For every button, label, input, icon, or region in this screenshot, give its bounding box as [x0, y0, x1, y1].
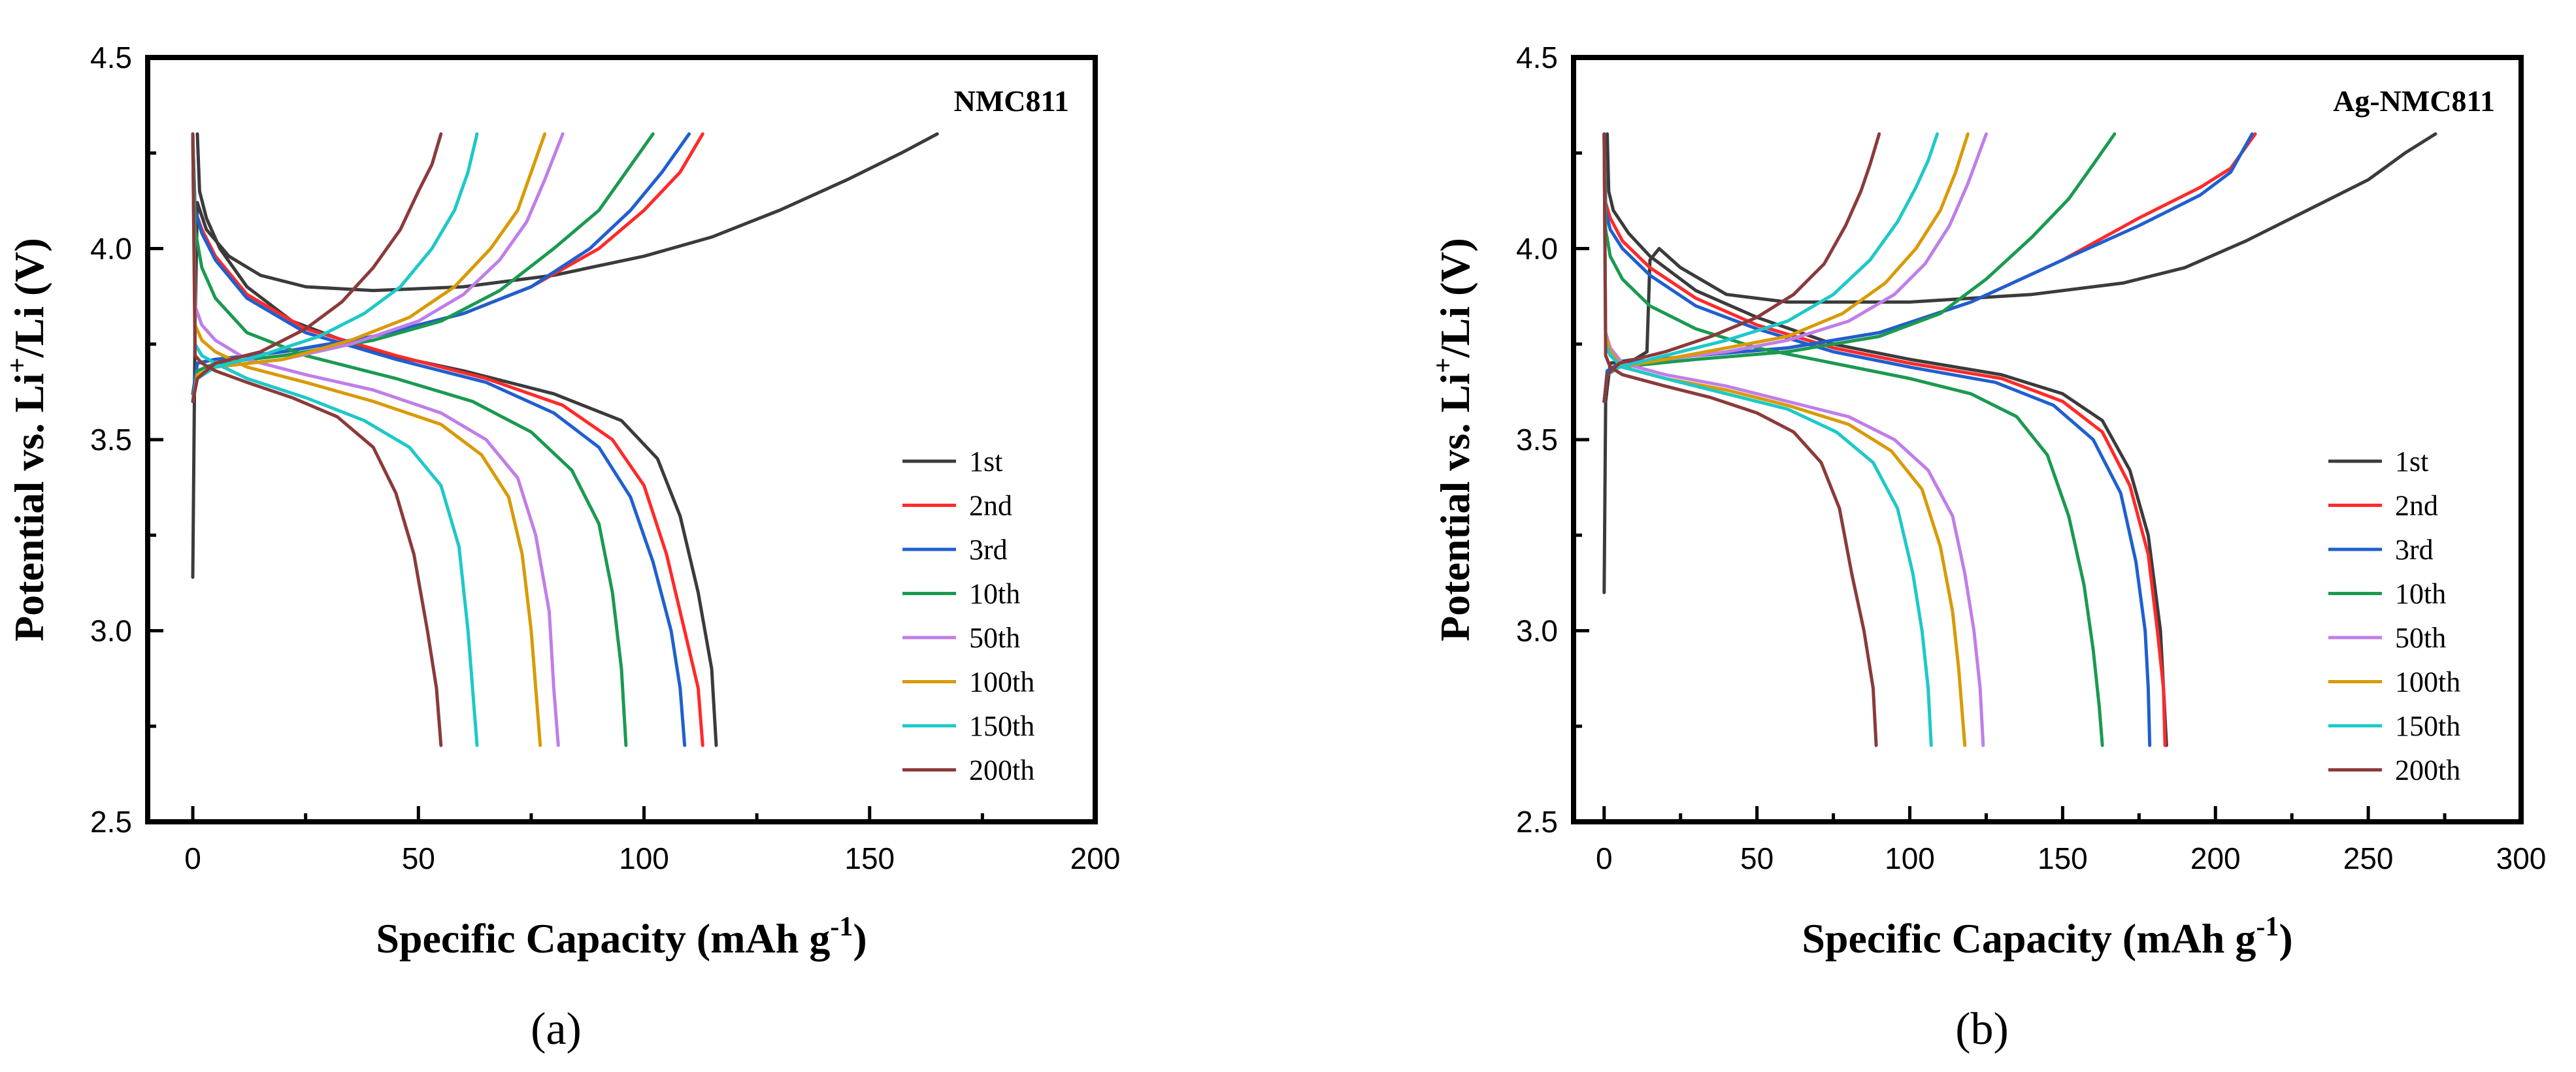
y-tick-label: 3.5	[1516, 423, 1558, 457]
x-tick-label: 100	[1885, 841, 1935, 875]
x-tick-label: 200	[1070, 841, 1121, 875]
legend-label-200th: 200th	[969, 755, 1034, 787]
x-tick-label: 250	[2343, 841, 2394, 875]
legend-label-100th: 100th	[969, 666, 1034, 698]
panel-caption: (a)	[531, 1004, 582, 1054]
series-150th-charge-line	[191, 132, 479, 403]
y-tick-label: 4.0	[90, 232, 132, 266]
y-tick-label: 4.5	[1516, 41, 1558, 74]
series-3rd-discharge-line	[191, 132, 687, 747]
y-tick-label: 3.0	[1516, 614, 1558, 648]
y-tick-label: 2.5	[1516, 805, 1558, 839]
y-tick-label: 3.0	[90, 614, 132, 648]
legend-label-50th: 50th	[2395, 622, 2446, 654]
x-tick-label: 50	[1740, 841, 1774, 875]
series-10th-discharge-line	[1602, 132, 2104, 747]
legend: 1st 2nd 3rd 10th 50th 100th 150th 200th	[902, 446, 1034, 787]
x-tick-label: 150	[2038, 841, 2088, 875]
series-1st-charge-line	[191, 132, 939, 579]
series-3rd-discharge-line	[1602, 132, 2152, 747]
x-tick-label: 0	[1596, 841, 1613, 875]
series-100th-discharge-line	[1602, 132, 1967, 747]
x-tick-label: 100	[619, 841, 669, 875]
series-200th-discharge-line	[191, 132, 443, 747]
x-axis-title: Specific Capacity (mAh g-1)	[1802, 912, 2292, 962]
series-2nd-discharge-line	[1602, 132, 2167, 747]
x-tick-label: 150	[844, 841, 895, 875]
chart-panel-1: 0 50 100 150 200 2.5 3.0 3.5 4.0 4.5 NMC811 Specifi…	[3, 41, 1120, 1054]
series-2nd-discharge-line	[191, 132, 704, 747]
legend-label-3rd: 3rd	[2395, 534, 2434, 566]
series-150th-charge-line	[1602, 132, 1940, 403]
series-100th-discharge-line	[191, 132, 542, 747]
panel-label: Ag-NMC811	[2333, 84, 2495, 118]
y-tick-label: 4.5	[90, 41, 132, 74]
series-10th-discharge-line	[191, 132, 628, 747]
y-tick-label: 2.5	[90, 805, 132, 839]
legend-label-150th: 150th	[2395, 710, 2460, 742]
x-axis-title: Specific Capacity (mAh g-1)	[376, 912, 867, 962]
legend-label-3rd: 3rd	[969, 534, 1008, 566]
series-50th-discharge-line	[1602, 132, 1985, 747]
y-tick-label: 3.5	[90, 423, 132, 457]
x-tick-label: 200	[2190, 841, 2241, 875]
series-150th-discharge-line	[191, 132, 479, 747]
series-200th-discharge-line	[1602, 132, 1878, 747]
series-50th-discharge-line	[191, 132, 560, 747]
series-150th-discharge-line	[1602, 132, 1933, 747]
plot-frame	[145, 55, 1098, 824]
legend: 1st 2nd 3rd 10th 50th 100th 150th 200th	[2328, 446, 2460, 787]
y-axis-title: Potential vs. Li+/Li (V)	[1428, 238, 1478, 642]
panel-label: NMC811	[954, 84, 1069, 118]
series-1st-discharge-line	[195, 132, 718, 747]
y-tick-label: 4.0	[1516, 232, 1558, 266]
x-tick-label: 0	[184, 841, 201, 875]
series-1st-discharge-line	[1606, 132, 2168, 747]
legend-label-1st: 1st	[2395, 446, 2428, 478]
legend-label-50th: 50th	[969, 622, 1020, 654]
y-axis-title: Potential vs. Li+/Li (V)	[3, 238, 52, 642]
legend-label-2nd: 2nd	[2395, 490, 2438, 522]
chart-panel-2: 0 50 100 150 200 250 300 2.5 3.0 3.5 4.0 4.5 Ag-NMC8…	[1428, 41, 2546, 1054]
series-1st-charge-line	[1602, 132, 2437, 594]
panel-caption: (b)	[1955, 1004, 2009, 1054]
legend-label-200th: 200th	[2395, 755, 2460, 787]
legend-label-10th: 10th	[2395, 578, 2446, 610]
legend-label-100th: 100th	[2395, 666, 2460, 698]
series-200th-charge-line	[191, 132, 443, 403]
x-tick-label: 300	[2496, 841, 2547, 875]
series-200th-charge-line	[1602, 132, 1881, 403]
legend-label-1st: 1st	[969, 446, 1002, 478]
legend-label-2nd: 2nd	[969, 490, 1012, 522]
legend-label-150th: 150th	[969, 710, 1034, 742]
legend-label-10th: 10th	[969, 578, 1020, 610]
x-tick-label: 50	[402, 841, 435, 875]
